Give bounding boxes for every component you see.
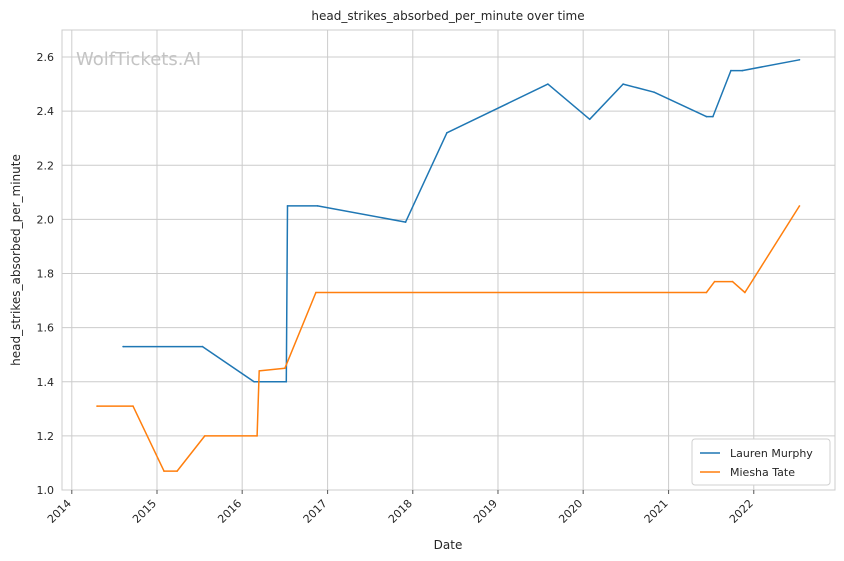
y-tick-label: 1.0	[37, 484, 55, 497]
data-point-lauren-murphy	[122, 345, 124, 348]
y-axis-label: head_strikes_absorbed_per_minute	[9, 154, 23, 366]
data-point-miesha-tate	[96, 405, 98, 407]
data-point-miesha-tate	[705, 291, 708, 294]
data-point-lauren-murphy	[446, 132, 448, 134]
series-layer	[96, 59, 801, 472]
data-point-lauren-murphy	[730, 69, 732, 72]
grid-lines	[62, 30, 835, 491]
data-point-miesha-tate	[256, 435, 258, 437]
data-point-lauren-murphy	[741, 69, 744, 72]
data-point-miesha-tate	[132, 405, 134, 407]
data-point-lauren-murphy	[588, 118, 591, 121]
data-point-lauren-murphy	[201, 345, 204, 348]
data-point-lauren-murphy	[547, 83, 549, 85]
y-axis-ticks: 1.0 1.2 1.4 1.6 1.8 2.0 2.2 2.4 2.6	[37, 51, 55, 497]
data-point-lauren-murphy	[316, 205, 319, 207]
y-tick-label: 1.8	[37, 268, 55, 281]
data-point-lauren-murphy	[253, 381, 255, 383]
data-point-lauren-murphy	[404, 221, 407, 223]
data-point-lauren-murphy	[705, 115, 708, 118]
data-point-lauren-murphy	[653, 91, 655, 93]
y-tick-label: 1.4	[37, 376, 55, 389]
y-tick-label: 2.0	[37, 213, 55, 226]
data-point-miesha-tate	[163, 470, 165, 472]
y-tick-label: 2.2	[37, 159, 55, 172]
legend-label: Lauren Murphy	[730, 447, 813, 460]
legend-label: Miesha Tate	[730, 466, 795, 479]
y-tick-label: 2.6	[37, 51, 55, 64]
data-point-miesha-tate	[176, 470, 178, 472]
legend-box	[691, 438, 831, 486]
legend: Lauren Murphy Miesha Tate	[691, 438, 831, 486]
data-point-miesha-tate	[731, 280, 734, 283]
data-point-lauren-murphy	[286, 205, 289, 207]
data-point-lauren-murphy	[622, 83, 624, 85]
y-tick-label: 2.4	[37, 105, 55, 118]
chart-title: head_strikes_absorbed_per_minute over ti…	[311, 9, 584, 23]
data-point-miesha-tate	[204, 435, 206, 437]
data-point-lauren-murphy	[712, 115, 714, 118]
data-point-miesha-tate	[258, 370, 261, 372]
plot-frame	[61, 29, 836, 491]
data-point-miesha-tate	[284, 367, 286, 370]
data-point-miesha-tate	[713, 280, 716, 283]
data-point-miesha-tate	[798, 205, 801, 207]
data-point-miesha-tate	[744, 291, 746, 294]
data-point-miesha-tate	[315, 291, 317, 294]
y-tick-label: 1.6	[37, 322, 55, 335]
y-tick-label: 1.2	[37, 430, 55, 443]
x-axis-label: Date	[434, 538, 463, 552]
data-point-lauren-murphy	[285, 381, 288, 383]
data-point-lauren-murphy	[798, 59, 801, 61]
series-line-miesha-tate	[97, 205, 801, 472]
watermark: WolfTickets.AI	[76, 49, 201, 70]
